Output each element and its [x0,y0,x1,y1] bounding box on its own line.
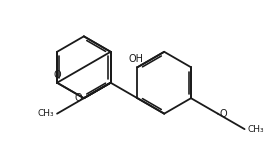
Text: O: O [219,109,227,119]
Text: CH₃: CH₃ [38,109,55,118]
Text: O: O [75,93,82,103]
Text: OH: OH [128,54,143,64]
Text: O: O [53,70,61,80]
Text: CH₃: CH₃ [247,125,264,134]
